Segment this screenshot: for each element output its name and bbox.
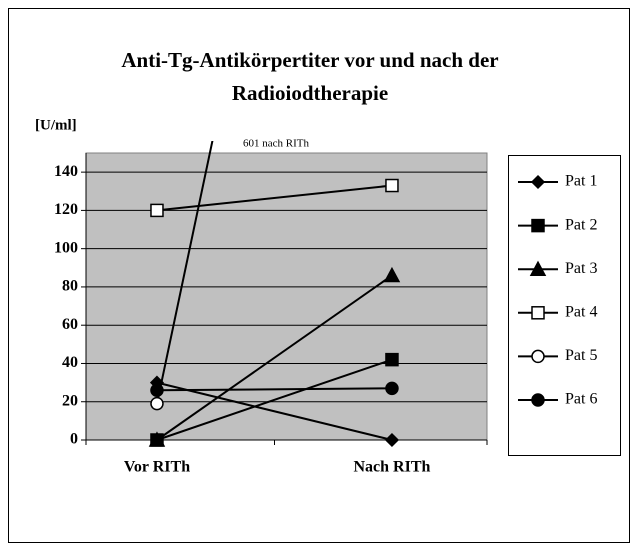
data-point (385, 178, 399, 193)
legend-label: Pat 1 (565, 173, 597, 190)
series-line (156, 358, 393, 441)
data-point (383, 266, 401, 283)
series-line (156, 381, 393, 441)
legend-marker (530, 174, 546, 190)
series-line (156, 274, 393, 441)
y-tick-label: 80 (62, 278, 78, 295)
data-point (150, 203, 164, 218)
y-axis-label: [U/ml] (35, 117, 77, 133)
legend-marker (529, 260, 547, 276)
chart-title: Anti-Tg-Antikörpertiter vor und nach der… (121, 48, 499, 105)
series-line (156, 184, 393, 212)
data-point (384, 432, 400, 448)
legend-marker (531, 218, 545, 233)
data-point (148, 431, 166, 447)
legend-box (508, 155, 621, 456)
annotation: 601 nach RITh (243, 138, 309, 150)
legend-marker (531, 393, 545, 407)
legend-label: Pat 6 (565, 391, 597, 408)
data-point (150, 383, 164, 398)
legend-label: Pat 4 (565, 303, 597, 320)
y-tick-label: 120 (54, 201, 78, 218)
series-lines (155, 141, 393, 441)
data-point (150, 396, 164, 411)
legend-marker (531, 306, 545, 320)
series-line (156, 387, 392, 392)
x-tick-label: Vor RITh (124, 459, 190, 476)
y-tick-label: 140 (54, 163, 78, 180)
series-line (155, 141, 214, 404)
legend-label: Pat 2 (565, 216, 597, 233)
data-point (385, 352, 399, 367)
y-tick-label: 0 (70, 431, 78, 448)
y-tick-label: 20 (62, 392, 78, 409)
y-tick-label: 40 (62, 354, 78, 371)
y-tick-label: 60 (62, 316, 78, 333)
legend-marker (531, 349, 545, 364)
legend-label: Pat 5 (565, 347, 597, 364)
legend-label: Pat 3 (565, 260, 597, 277)
data-point (385, 381, 399, 396)
x-tick-label: Nach RITh (354, 459, 431, 476)
y-tick-label: 100 (54, 239, 78, 256)
